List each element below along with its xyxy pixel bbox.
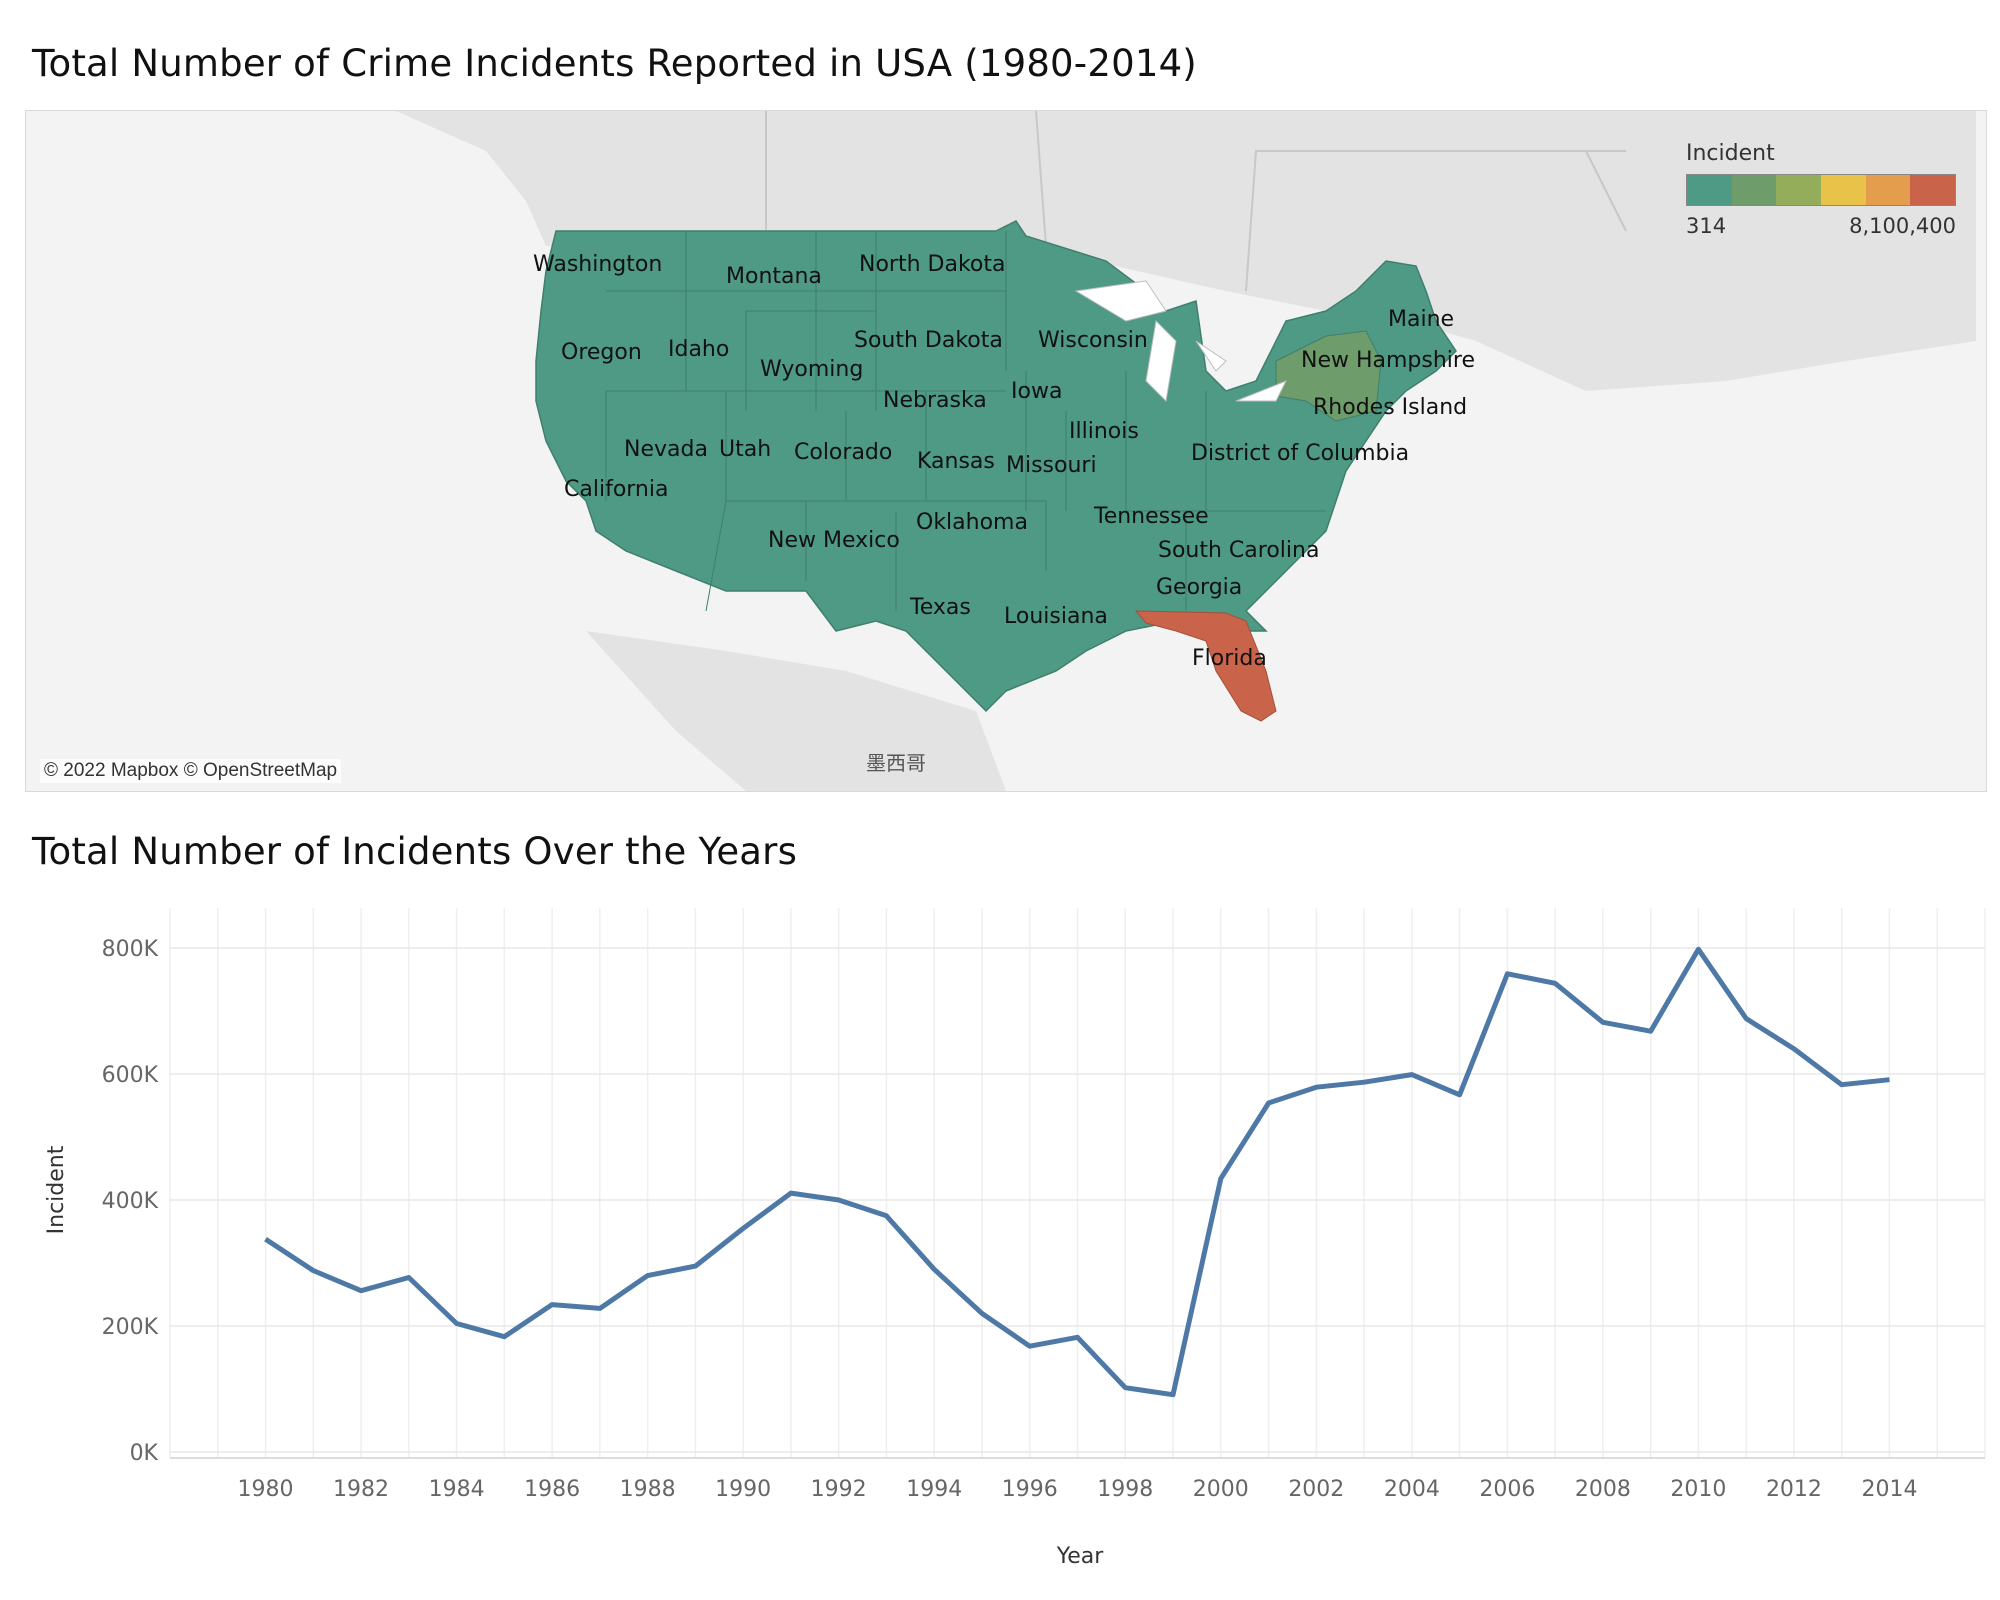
x-tick-label: 1980	[238, 1477, 294, 1502]
legend-swatch	[1865, 175, 1911, 205]
x-tick-label: 2002	[1288, 1477, 1344, 1502]
legend-swatch	[1687, 175, 1732, 205]
canada-landmass	[396, 111, 1976, 391]
state-label: Nevada	[624, 437, 708, 462]
state-label: Missouri	[1006, 453, 1097, 478]
state-label: Illinois	[1069, 419, 1139, 444]
map-canvas: Washington Montana North Dakota Oregon I…	[396, 111, 1976, 791]
x-tick-label: 1990	[715, 1477, 771, 1502]
legend-swatch	[1731, 175, 1777, 205]
state-label: Maine	[1388, 307, 1454, 332]
state-label: Rhodes Island	[1313, 395, 1467, 420]
x-tick-label: 2014	[1861, 1477, 1917, 1502]
state-label: Iowa	[1011, 379, 1062, 404]
state-label: New Hampshire	[1301, 348, 1475, 373]
state-label: Kansas	[917, 449, 995, 474]
great-lakes	[1074, 280, 1288, 403]
y-tick-label: 600K	[102, 1063, 159, 1088]
state-label: Louisiana	[1004, 604, 1108, 629]
state-label: Tennessee	[1093, 504, 1209, 529]
x-tick-label: 1984	[429, 1477, 485, 1502]
map-panel[interactable]: Washington Montana North Dakota Oregon I…	[25, 110, 1987, 792]
state-label: Idaho	[668, 337, 729, 362]
border-lines	[765, 111, 1627, 292]
y-tick-label: 0K	[130, 1441, 159, 1466]
legend-color-scale	[1686, 174, 1956, 206]
usa-states-shape	[535, 220, 1457, 713]
legend-swatch	[1821, 175, 1866, 205]
x-tick-label: 1996	[1002, 1477, 1058, 1502]
state-label: Georgia	[1156, 575, 1242, 600]
y-tick-label: 400K	[102, 1189, 159, 1214]
legend-max-label: 8,100,400	[1849, 214, 1956, 238]
state-label: Colorado	[794, 440, 892, 465]
state-label: Utah	[719, 437, 771, 462]
x-tick-label: 2000	[1193, 1477, 1249, 1502]
series-line	[264, 946, 1890, 1398]
legend-swatch	[1776, 175, 1822, 205]
legend-min-label: 314	[1686, 214, 1727, 238]
state-label: South Dakota	[854, 328, 1003, 353]
legend-title: Incident	[1686, 141, 1775, 166]
state-label: Oregon	[561, 340, 642, 365]
legend-swatch	[1910, 175, 1956, 205]
x-tick-label: 2004	[1384, 1477, 1440, 1502]
x-axis-label: Year	[1056, 1544, 1105, 1569]
state-label: California	[564, 477, 668, 502]
state-label: Washington	[533, 252, 662, 277]
x-tick-label: 1998	[1097, 1477, 1153, 1502]
state-label: Montana	[726, 264, 822, 289]
x-tick-label: 2010	[1670, 1477, 1726, 1502]
line-chart: 0K 200K 400K 600K 800K 1980 1982 1984 1986 1988 1…	[44, 908, 1986, 1569]
map-legend: Incident 314 8,100,400	[1686, 141, 1956, 238]
state-label: Texas	[909, 595, 971, 620]
state-florida	[1134, 610, 1277, 722]
map-attribution[interactable]: © 2022 Mapbox © OpenStreetMap	[40, 759, 342, 783]
state-label: Wisconsin	[1038, 328, 1148, 353]
x-tick-label: 1982	[333, 1477, 389, 1502]
line-chart-title: Total Number of Incidents Over the Years	[32, 830, 798, 873]
state-label: South Carolina	[1158, 538, 1319, 563]
legend-range-labels: 314 8,100,400	[1686, 214, 1956, 238]
y-axis-label: Incident	[44, 1145, 69, 1234]
x-tick-label: 1994	[906, 1477, 962, 1502]
state-label: North Dakota	[859, 252, 1005, 277]
map-title: Total Number of Crime Incidents Reported…	[32, 42, 1197, 85]
state-label: New Mexico	[768, 528, 900, 553]
mexico-landmass	[586, 631, 1006, 791]
state-borders	[605, 231, 1326, 612]
state-label: District of Columbia	[1191, 441, 1409, 466]
x-tick-label: 2006	[1479, 1477, 1535, 1502]
state-label: Nebraska	[883, 388, 987, 413]
x-tick-label: 1988	[620, 1477, 676, 1502]
state-label: Florida	[1192, 646, 1267, 671]
x-tick-label: 1986	[524, 1477, 580, 1502]
country-label-mexico: 墨西哥	[866, 751, 926, 775]
x-tick-label: 2008	[1575, 1477, 1631, 1502]
state-label: Wyoming	[760, 357, 863, 382]
y-tick-label: 800K	[102, 937, 159, 962]
state-label: Oklahoma	[916, 510, 1028, 535]
y-tick-label: 200K	[102, 1315, 159, 1340]
state-new-york	[1275, 330, 1382, 422]
x-tick-label: 1992	[811, 1477, 867, 1502]
x-tick-label: 2012	[1766, 1477, 1822, 1502]
